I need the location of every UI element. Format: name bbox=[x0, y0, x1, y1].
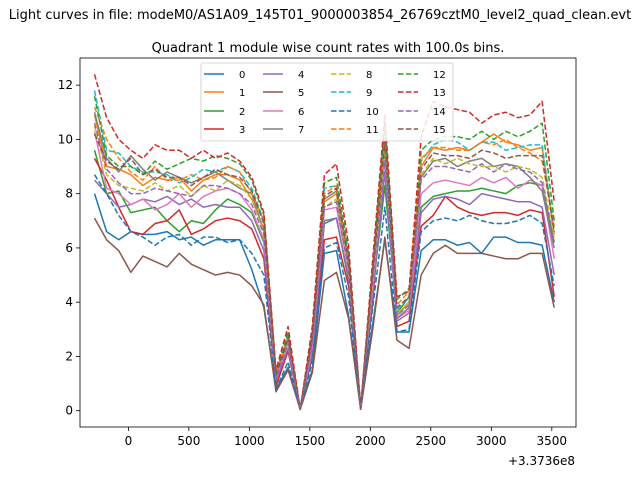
y-tick-label: 10 bbox=[58, 132, 73, 146]
y-tick-label: 6 bbox=[65, 241, 73, 255]
series-line-6 bbox=[93, 131, 555, 411]
series-line-8 bbox=[93, 125, 555, 411]
x-offset-label: +3.3736e8 bbox=[508, 454, 575, 468]
series-line-7 bbox=[93, 112, 555, 411]
legend-label-15: 15 bbox=[433, 125, 446, 136]
legend-label-9: 9 bbox=[366, 88, 372, 99]
axes-frame bbox=[79, 57, 577, 428]
series-line-12 bbox=[93, 95, 555, 411]
x-tick-label: 2000 bbox=[355, 434, 386, 448]
series-line-14 bbox=[93, 122, 555, 411]
series-line-3 bbox=[93, 146, 555, 411]
series-line-11 bbox=[93, 106, 555, 411]
legend-label-13: 13 bbox=[433, 88, 446, 99]
x-tick-label: 0 bbox=[125, 434, 133, 448]
legend-label-8: 8 bbox=[366, 70, 372, 81]
legend-label-1: 1 bbox=[239, 88, 245, 99]
y-tick-label: 8 bbox=[65, 187, 73, 201]
legend-label-11: 11 bbox=[366, 125, 379, 136]
legend-frame bbox=[200, 62, 454, 142]
legend-label-12: 12 bbox=[433, 70, 446, 81]
x-tick-label: 1000 bbox=[234, 434, 265, 448]
chart-title: Quadrant 1 module wise count rates with … bbox=[152, 41, 505, 56]
legend-label-0: 0 bbox=[239, 70, 245, 81]
legend-label-7: 7 bbox=[298, 125, 304, 136]
figure-suptitle: Light curves in file: modeM0/AS1A09_145T… bbox=[9, 8, 631, 23]
series-line-4 bbox=[93, 171, 555, 411]
legend-label-2: 2 bbox=[239, 107, 245, 118]
legend-label-6: 6 bbox=[298, 107, 304, 118]
legend-label-3: 3 bbox=[239, 125, 245, 136]
legend-label-5: 5 bbox=[298, 88, 304, 99]
y-tick-label: 0 bbox=[65, 404, 73, 418]
series-line-5 bbox=[93, 217, 555, 411]
series-group bbox=[93, 74, 555, 411]
x-tick-label: 3000 bbox=[476, 434, 507, 448]
x-tick-label: 3500 bbox=[537, 434, 568, 448]
series-line-10 bbox=[93, 174, 555, 411]
y-tick-label: 4 bbox=[65, 295, 73, 309]
series-line-15 bbox=[93, 133, 555, 411]
x-tick-label: 2500 bbox=[416, 434, 447, 448]
legend-label-10: 10 bbox=[366, 107, 379, 118]
series-line-9 bbox=[93, 90, 555, 411]
y-tick-label: 12 bbox=[58, 78, 73, 92]
legend-label-4: 4 bbox=[298, 70, 304, 81]
x-tick-label: 1500 bbox=[295, 434, 326, 448]
series-line-1 bbox=[93, 114, 555, 409]
series-line-13 bbox=[93, 74, 555, 411]
y-tick-label: 2 bbox=[65, 349, 73, 363]
legend-label-14: 14 bbox=[433, 107, 446, 118]
x-tick-label: 500 bbox=[177, 434, 200, 448]
